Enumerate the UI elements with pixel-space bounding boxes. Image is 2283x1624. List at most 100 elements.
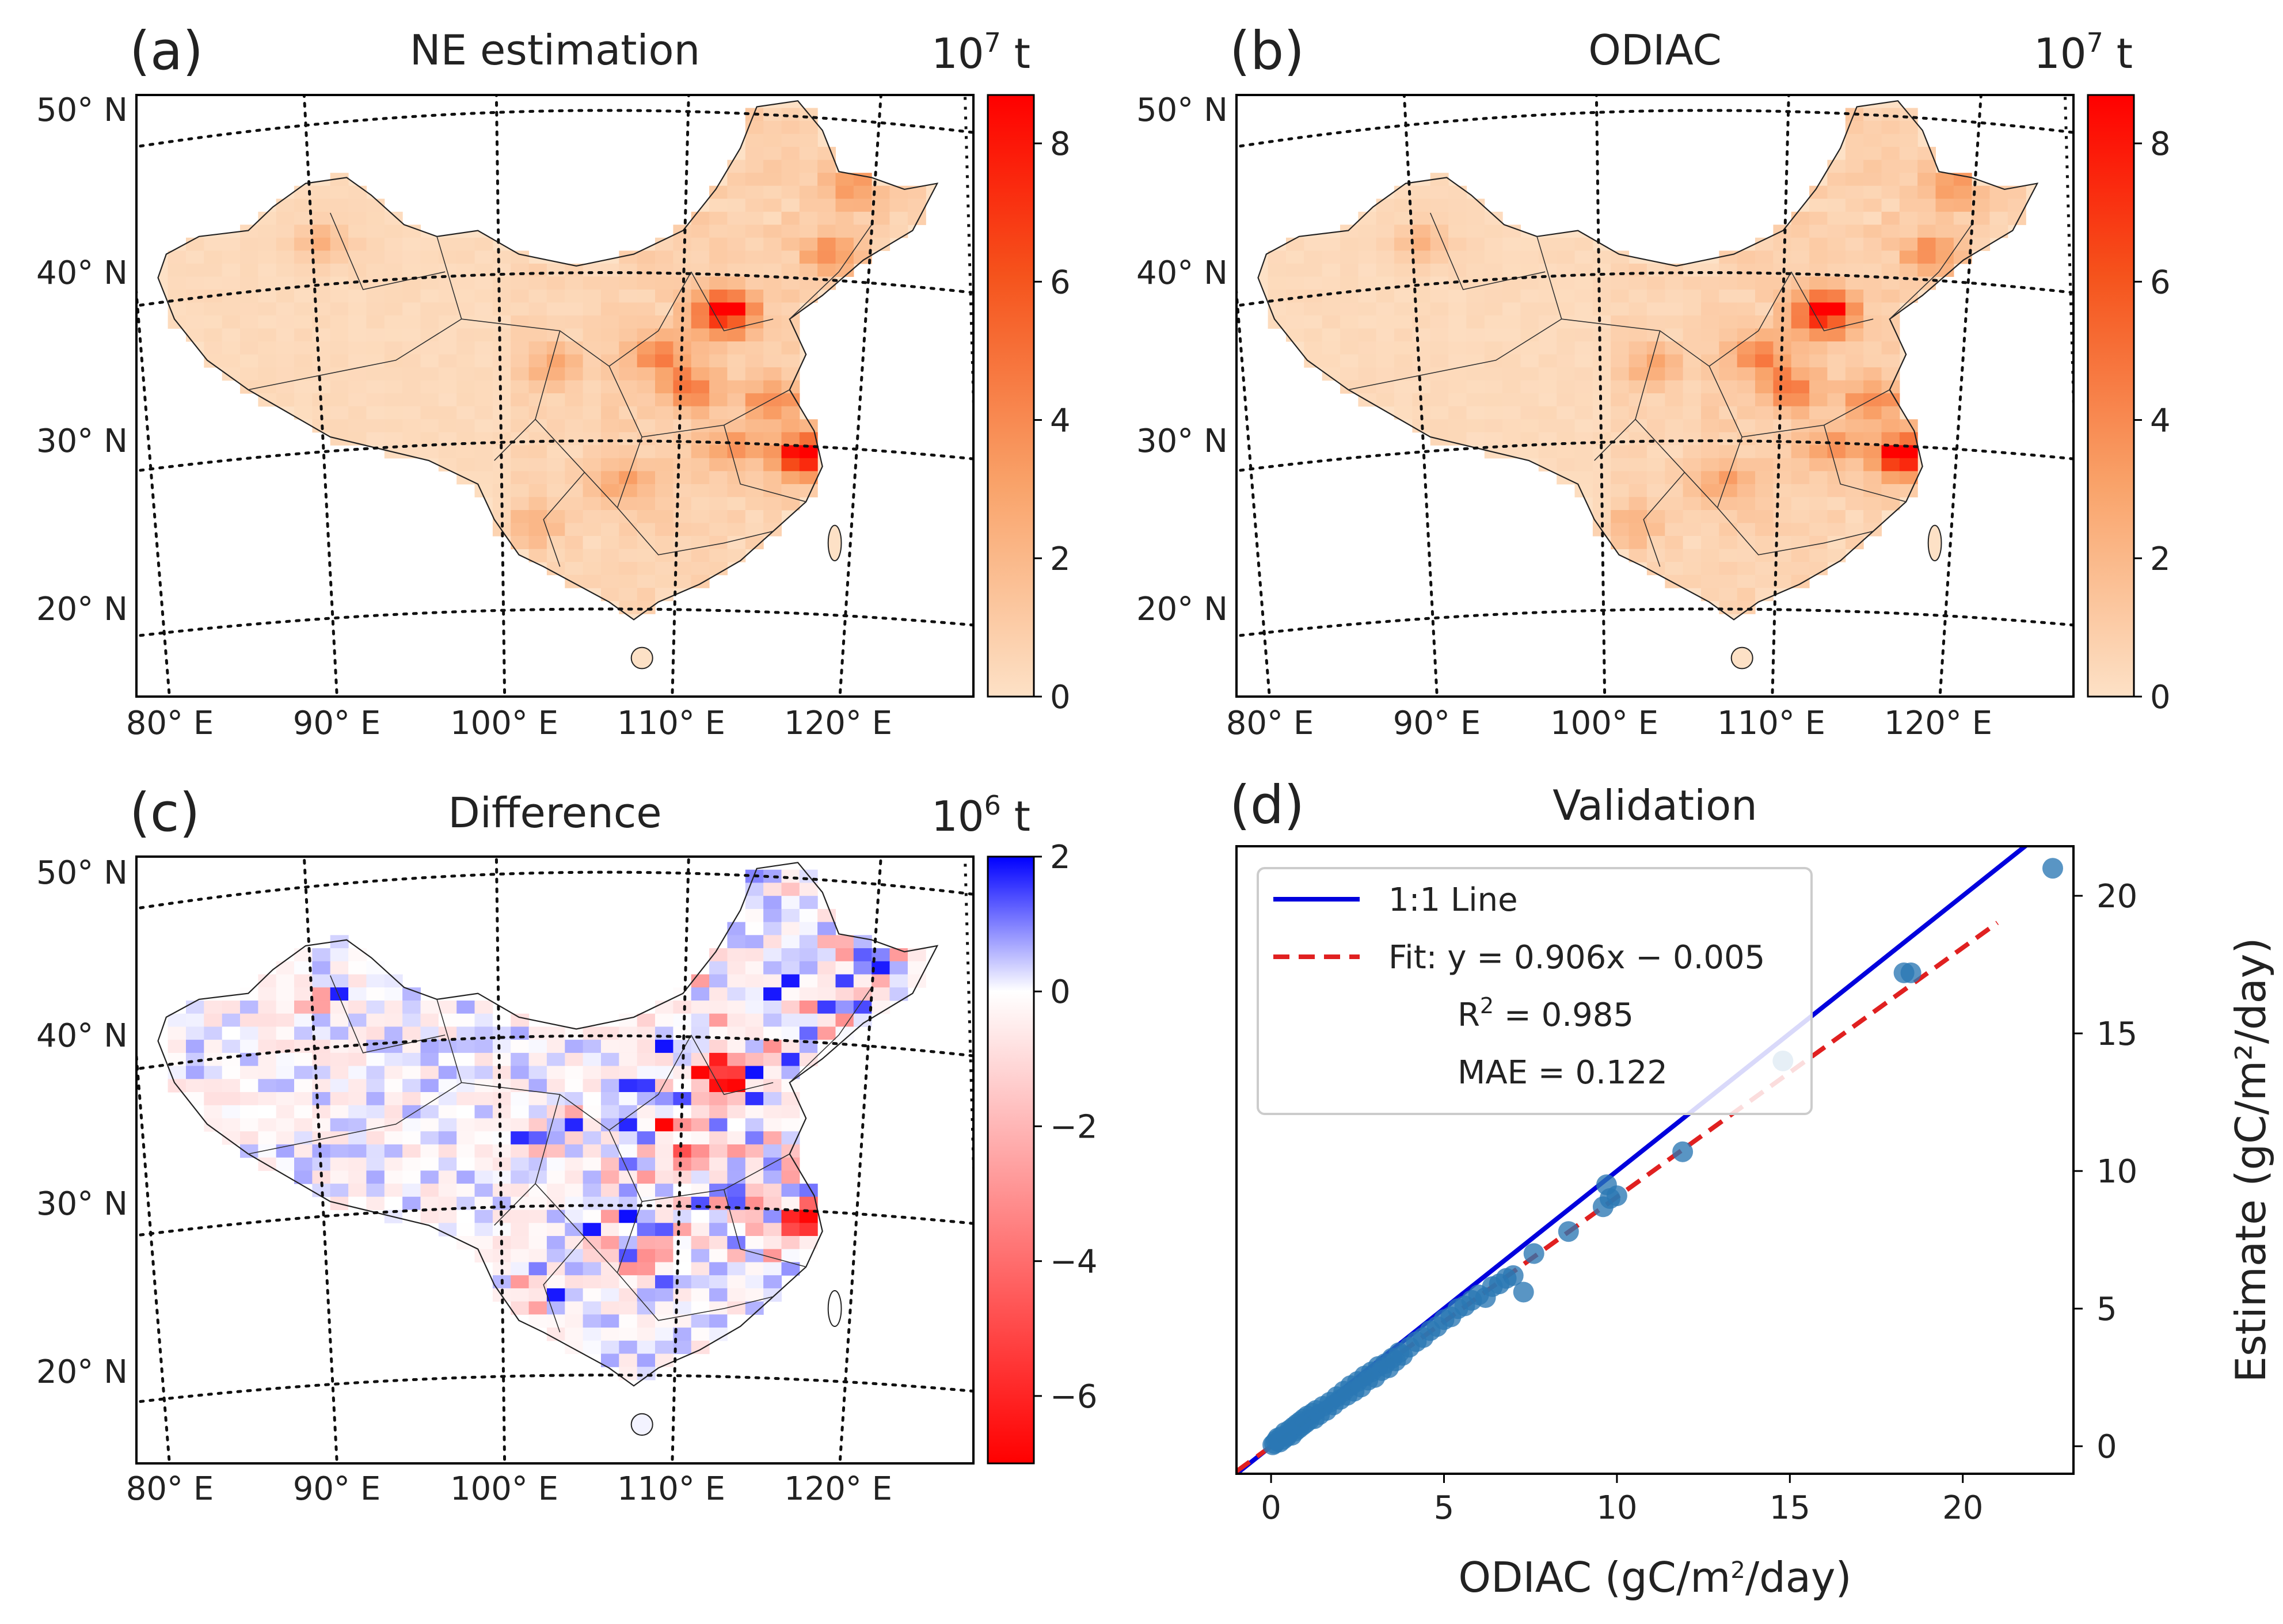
grid-cell bbox=[781, 108, 800, 121]
grid-cell bbox=[1701, 536, 1719, 550]
grid-cell bbox=[763, 341, 782, 355]
grid-cell bbox=[637, 523, 656, 537]
grid-cell bbox=[727, 173, 746, 187]
grid-cell bbox=[1863, 328, 1882, 342]
grid-cell bbox=[655, 1013, 674, 1027]
grid-cell bbox=[853, 199, 872, 212]
grid-cell bbox=[511, 1144, 530, 1158]
grid-cell bbox=[222, 290, 241, 303]
grid-cell bbox=[474, 1001, 493, 1014]
grid-cell bbox=[673, 1340, 692, 1355]
grid-cell bbox=[799, 134, 818, 147]
grid-cell bbox=[655, 276, 674, 290]
grid-cell bbox=[619, 484, 638, 497]
grid-cell bbox=[637, 497, 656, 511]
grid-cell bbox=[691, 987, 710, 1001]
grid-cell bbox=[492, 393, 511, 407]
grid-cell bbox=[258, 237, 277, 251]
grid-cell bbox=[781, 1040, 800, 1053]
grid-cell bbox=[673, 458, 692, 471]
grid-cell bbox=[781, 445, 800, 459]
grid-cell bbox=[745, 341, 764, 355]
y-tick-label: 0 bbox=[2096, 1428, 2117, 1466]
grid-cell bbox=[1827, 419, 1846, 433]
grid-cell bbox=[745, 1157, 764, 1171]
grid-cell bbox=[727, 419, 746, 433]
grid-cell bbox=[763, 1236, 782, 1250]
grid-cell bbox=[402, 1066, 421, 1079]
grid-cell bbox=[511, 1118, 530, 1132]
grid-cell bbox=[637, 549, 656, 562]
grid-cell bbox=[420, 1196, 439, 1211]
grid-cell bbox=[204, 1026, 223, 1040]
grid-cell bbox=[420, 315, 439, 329]
grid-cell bbox=[1701, 562, 1719, 576]
grid-cell bbox=[276, 974, 295, 988]
grid-cell bbox=[673, 393, 692, 407]
grid-cell bbox=[781, 1157, 800, 1171]
grid-cell bbox=[727, 263, 746, 277]
grid-cell bbox=[384, 328, 403, 342]
grid-cell bbox=[1430, 199, 1449, 212]
grid-cell bbox=[781, 276, 800, 290]
grid-cell bbox=[1286, 276, 1304, 290]
grid-cell bbox=[709, 328, 728, 342]
grid-cell bbox=[763, 961, 782, 975]
grid-cell bbox=[745, 147, 764, 161]
grid-cell bbox=[745, 237, 764, 251]
grid-cell bbox=[492, 263, 511, 277]
y-tick-label: 5 bbox=[2096, 1291, 2117, 1328]
grid-cell bbox=[691, 1144, 710, 1158]
grid-cell bbox=[294, 406, 313, 420]
grid-cell bbox=[204, 263, 223, 277]
grid-cell bbox=[565, 445, 584, 459]
grid-cell bbox=[438, 1118, 457, 1132]
grid-cell bbox=[240, 1118, 258, 1132]
grid-cell bbox=[745, 536, 764, 550]
grid-cell bbox=[1340, 290, 1359, 303]
grid-cell bbox=[709, 1236, 728, 1250]
grid-cell bbox=[366, 367, 385, 381]
grid-cell bbox=[799, 263, 818, 277]
latitude-gridline bbox=[1236, 607, 2073, 638]
grid-cell bbox=[474, 419, 493, 433]
grid-cell bbox=[420, 1001, 439, 1014]
grid-cell bbox=[348, 961, 367, 975]
grid-cell bbox=[673, 1131, 692, 1145]
grid-cell bbox=[1899, 199, 1918, 212]
grid-cell bbox=[655, 575, 674, 588]
grid-cell bbox=[1538, 406, 1557, 420]
grid-cell bbox=[1809, 199, 1828, 212]
grid-cell bbox=[637, 1236, 656, 1250]
grid-cell bbox=[348, 1144, 367, 1158]
grid-cell bbox=[1628, 328, 1647, 342]
grid-cell bbox=[330, 302, 349, 316]
grid-cell bbox=[1376, 367, 1395, 381]
grid-cell bbox=[384, 380, 403, 394]
grid-cell bbox=[673, 445, 692, 459]
grid-cell bbox=[889, 225, 908, 238]
grid-cell bbox=[528, 393, 547, 407]
grid-cell bbox=[709, 1210, 728, 1223]
grid-cell bbox=[1719, 393, 1738, 407]
grid-cell bbox=[799, 1001, 818, 1014]
grid-cell bbox=[763, 1052, 782, 1067]
grid-cell bbox=[709, 1249, 728, 1262]
grid-cell bbox=[655, 315, 674, 329]
grid-cell bbox=[727, 1092, 746, 1106]
grid-cell bbox=[456, 1001, 475, 1014]
grid-cell bbox=[817, 211, 836, 225]
grid-cell bbox=[511, 1066, 530, 1079]
province-border bbox=[1889, 224, 1972, 320]
grid-cell bbox=[781, 250, 800, 264]
grid-cell bbox=[565, 471, 584, 485]
grid-cell bbox=[1448, 302, 1467, 316]
grid-cell bbox=[745, 276, 764, 290]
grid-cell bbox=[1665, 484, 1684, 497]
grid-cell bbox=[420, 354, 439, 368]
grid-cell bbox=[1665, 302, 1684, 316]
grid-cell bbox=[745, 523, 764, 537]
grid-cell bbox=[528, 354, 547, 368]
grid-cell bbox=[601, 290, 619, 303]
grid-cell bbox=[1845, 523, 1864, 537]
